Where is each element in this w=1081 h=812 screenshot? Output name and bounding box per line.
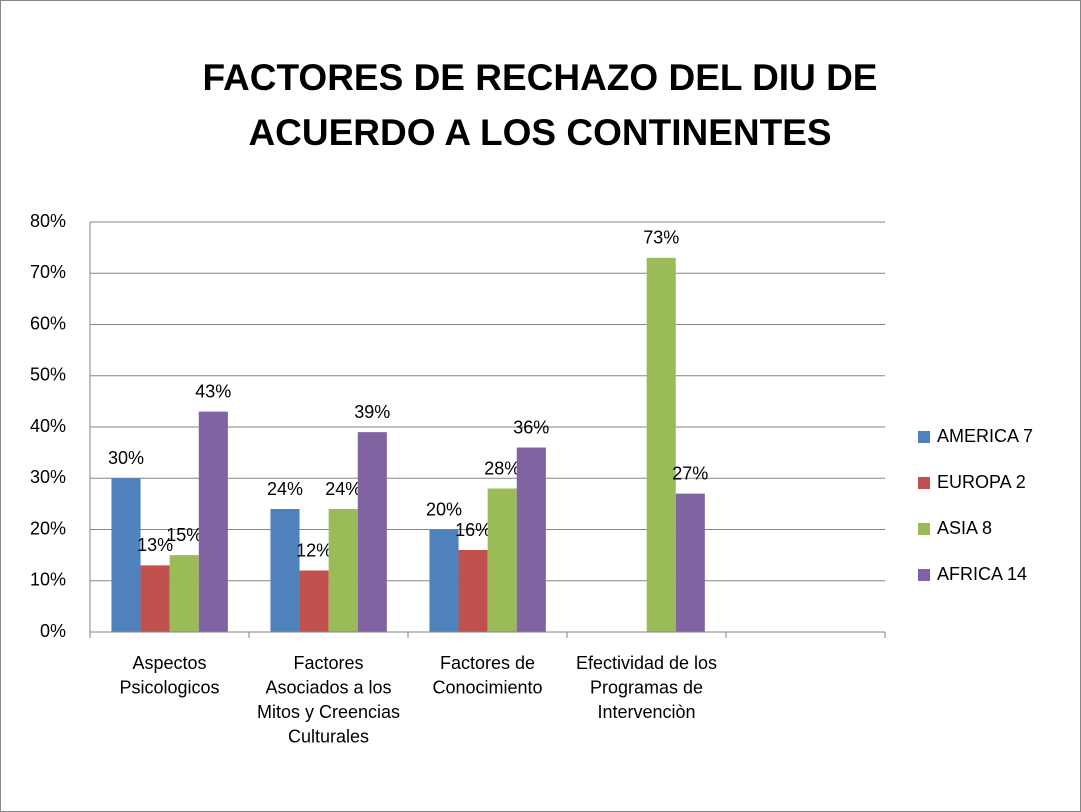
data-label: 13% <box>137 535 173 555</box>
bar <box>198 411 228 632</box>
data-label: 39% <box>354 402 390 422</box>
y-tick-label: 20% <box>30 518 66 538</box>
bar <box>169 555 199 632</box>
x-tick-label: Aspectos Psicologicos <box>119 653 219 698</box>
bar <box>516 447 546 632</box>
data-label: 24% <box>267 479 303 499</box>
bar <box>675 493 705 632</box>
legend-label: EUROPA 2 <box>937 472 1026 492</box>
legend-swatch <box>918 569 930 581</box>
data-label: 27% <box>672 463 708 483</box>
legend-label: AMERICA 7 <box>937 426 1033 446</box>
legend-swatch <box>918 523 930 535</box>
data-label: 28% <box>484 458 520 478</box>
bar <box>429 529 459 632</box>
data-label: 36% <box>513 417 549 437</box>
data-label: 16% <box>455 520 491 540</box>
data-label: 30% <box>108 448 144 468</box>
bar <box>328 509 358 632</box>
legend-label: AFRICA 14 <box>937 564 1027 584</box>
bar <box>487 488 517 632</box>
x-tick-label: Factores de Conocimiento <box>432 653 542 698</box>
data-label: 12% <box>296 540 332 560</box>
legend-swatch <box>918 431 930 443</box>
bar <box>357 432 387 632</box>
bar <box>111 478 141 632</box>
legend-label: ASIA 8 <box>937 518 992 538</box>
bar <box>458 550 488 632</box>
y-tick-label: 10% <box>30 570 66 590</box>
x-tick-label: Factores Asociados a los Mitos y Creencias… <box>257 653 400 747</box>
y-tick-label: 40% <box>30 416 66 436</box>
data-label: 24% <box>325 479 361 499</box>
chart-title: FACTORES DE RECHAZO DEL DIU DE ACUERDO A … <box>203 57 878 153</box>
y-tick-label: 80% <box>30 211 66 231</box>
bar <box>299 570 329 632</box>
x-tick-label: Efectividad de los Programas de Intervenci… <box>576 653 717 722</box>
data-label: 20% <box>426 499 462 519</box>
legend-swatch <box>918 477 930 489</box>
bar <box>646 257 676 632</box>
y-tick-label: 0% <box>40 621 66 641</box>
y-tick-label: 60% <box>30 313 66 333</box>
data-label: 43% <box>195 381 231 401</box>
data-label: 73% <box>643 228 679 248</box>
y-tick-label: 50% <box>30 365 66 385</box>
y-tick-label: 70% <box>30 262 66 282</box>
bar <box>270 509 300 632</box>
bar <box>140 565 170 632</box>
data-label: 15% <box>166 525 202 545</box>
y-tick-label: 30% <box>30 467 66 487</box>
